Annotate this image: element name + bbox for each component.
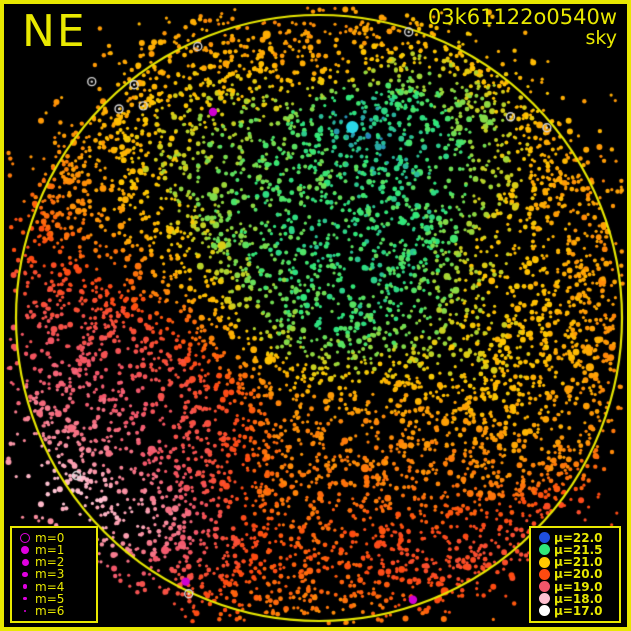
filled-circle-icon — [21, 545, 29, 554]
title-block: 03k61122o0540w sky — [427, 5, 617, 50]
filled-circle-icon — [22, 584, 28, 589]
brightness-legend-row: μ=20.0 — [536, 567, 614, 582]
magnitude-legend-row: m=0 — [17, 530, 91, 545]
magnitude-legend-row: m=2 — [17, 555, 91, 570]
magnitude-legend-label: m=0 — [35, 530, 65, 545]
magnitude-marker-swatch — [17, 545, 33, 554]
brightness-legend-label: μ=20.0 — [554, 567, 603, 582]
brightness-legend-row: μ=21.5 — [536, 542, 614, 557]
color-dot-icon — [538, 544, 550, 556]
filled-circle-icon — [22, 571, 28, 578]
brightness-legend-label: μ=21.0 — [554, 555, 603, 570]
magnitude-legend-row: m=3 — [17, 567, 91, 582]
magnitude-legend-row: m=4 — [17, 579, 91, 594]
magnitude-size-legend: m=0 m=1 m=2 m=3 m=4 m=5 m=6 — [10, 525, 98, 623]
brightness-legend-label: μ=18.0 — [554, 591, 603, 606]
brightness-color-swatch — [536, 556, 552, 568]
brightness-color-swatch — [536, 568, 552, 580]
brightness-legend-row: μ=22.0 — [536, 530, 614, 545]
brightness-color-swatch — [536, 605, 552, 617]
magnitude-marker-swatch — [17, 532, 33, 543]
frame-mode-label: sky — [585, 27, 617, 50]
filled-circle-icon — [23, 597, 27, 601]
magnitude-marker-swatch — [17, 558, 33, 566]
color-dot-icon — [538, 593, 550, 605]
magnitude-marker-swatch — [17, 584, 33, 589]
brightness-legend-row: μ=18.0 — [536, 591, 614, 606]
brightness-legend-label: μ=22.0 — [554, 530, 603, 545]
magnitude-legend-label: m=6 — [35, 603, 65, 618]
brightness-legend-label: μ=17.0 — [554, 603, 603, 618]
color-dot-icon — [538, 532, 550, 544]
magnitude-legend-row: m=1 — [17, 542, 91, 557]
surface-brightness-color-legend: μ=22.0 μ=21.5 μ=21.0 μ=20.0 μ=19.0 μ=18.0 μ=17… — [529, 525, 621, 623]
magnitude-marker-swatch — [17, 571, 33, 578]
frame-id-label: 03k61122o0540w — [427, 5, 617, 29]
brightness-legend-row: μ=17.0 — [536, 603, 614, 618]
brightness-color-swatch — [536, 544, 552, 556]
brightness-color-swatch — [536, 593, 552, 605]
color-dot-icon — [538, 581, 550, 593]
magnitude-legend-label: m=4 — [35, 579, 65, 594]
color-dot-icon — [538, 605, 550, 617]
color-dot-icon — [538, 568, 550, 580]
magnitude-marker-swatch — [17, 609, 33, 612]
magnitude-legend-row: m=6 — [17, 603, 91, 618]
filled-circle-icon — [21, 558, 29, 566]
magnitude-legend-label: m=2 — [35, 555, 65, 570]
magnitude-legend-label: m=1 — [35, 542, 65, 557]
orientation-label-ne: NE — [22, 6, 87, 57]
magnitude-legend-label: m=3 — [35, 567, 65, 582]
brightness-legend-row: μ=21.0 — [536, 555, 614, 570]
brightness-color-swatch — [536, 581, 552, 593]
brightness-legend-label: μ=21.5 — [554, 542, 603, 557]
brightness-legend-label: μ=19.0 — [554, 579, 603, 594]
filled-circle-icon — [23, 609, 27, 612]
open-circle-icon — [20, 532, 30, 543]
magnitude-legend-row: m=5 — [17, 591, 91, 606]
magnitude-marker-swatch — [17, 597, 33, 601]
brightness-color-swatch — [536, 532, 552, 544]
magnitude-legend-label: m=5 — [35, 591, 65, 606]
color-dot-icon — [538, 556, 550, 568]
brightness-legend-row: μ=19.0 — [536, 579, 614, 594]
